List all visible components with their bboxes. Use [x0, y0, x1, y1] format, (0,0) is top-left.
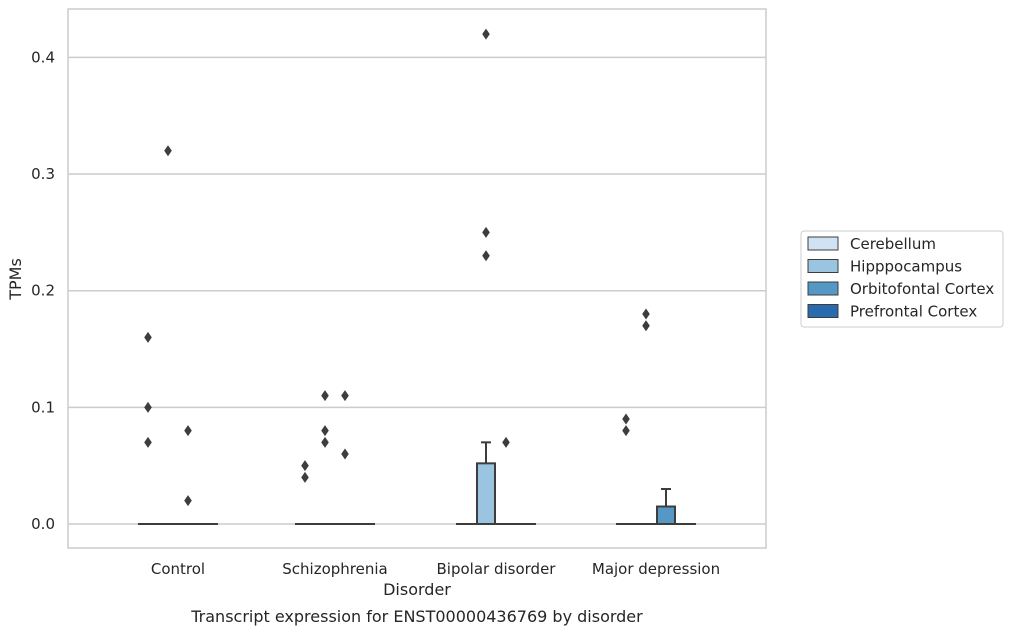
outlier-point — [642, 320, 650, 332]
legend-swatch — [807, 281, 839, 296]
legend-label: Prefrontal Cortex — [850, 303, 977, 321]
outlier-point — [341, 390, 349, 402]
outlier-point — [482, 28, 490, 40]
y-tick-label: 0.3 — [31, 165, 55, 183]
outlier-point — [184, 495, 192, 507]
x-tick-label: Schizophrenia — [282, 560, 387, 578]
outlier-point — [144, 331, 152, 343]
outlier-point — [341, 448, 349, 460]
x-tick-label: Control — [151, 560, 205, 578]
box-body — [656, 505, 676, 526]
legend-label: Cerebellum — [850, 235, 936, 253]
y-tick-label: 0.0 — [31, 515, 55, 533]
box — [476, 441, 496, 526]
legend: Cerebellum Hipppocampus Orbitofontal Corte… — [800, 230, 1004, 328]
gridlines — [68, 56, 766, 525]
x-axis-label: Disorder — [383, 580, 451, 599]
y-tick-label: 0.1 — [31, 398, 55, 416]
boxes — [138, 441, 696, 526]
box-body — [476, 462, 496, 526]
outlier-point — [301, 471, 309, 483]
outlier-point — [321, 436, 329, 448]
outlier-point — [144, 436, 152, 448]
box — [656, 488, 676, 526]
legend-frame — [800, 230, 1004, 328]
legend-swatch — [807, 236, 839, 251]
y-tick-label: 0.4 — [31, 48, 55, 66]
outlier-point — [642, 308, 650, 320]
outliers — [144, 28, 650, 507]
y-tick-label: 0.2 — [31, 282, 55, 300]
outlier-point — [482, 250, 490, 262]
x-tick-labels: Control Schizophrenia Bipolar disorder Majo… — [151, 560, 720, 578]
y-axis-label: TPMs — [6, 258, 25, 301]
plot-frame — [67, 8, 767, 549]
x-tick-label: Major depression — [592, 560, 720, 578]
outlier-point — [144, 401, 152, 413]
legend-label: Orbitofontal Cortex — [850, 280, 994, 298]
legend-label: Hipppocampus — [850, 258, 962, 276]
legend-swatch — [807, 259, 839, 273]
outlier-point — [622, 425, 630, 437]
chart-caption: Transcript expression for ENST0000043676… — [190, 607, 643, 626]
outlier-point — [301, 460, 309, 472]
y-tick-labels: 0.0 0.1 0.2 0.3 0.4 — [31, 48, 55, 533]
outlier-point — [321, 425, 329, 437]
outlier-point — [164, 145, 172, 157]
legend-swatch — [807, 304, 839, 318]
outlier-point — [502, 436, 510, 448]
outlier-point — [184, 425, 192, 437]
x-tick-label: Bipolar disorder — [437, 560, 557, 578]
outlier-point — [321, 390, 329, 402]
outlier-point — [622, 413, 630, 425]
outlier-point — [482, 226, 490, 238]
